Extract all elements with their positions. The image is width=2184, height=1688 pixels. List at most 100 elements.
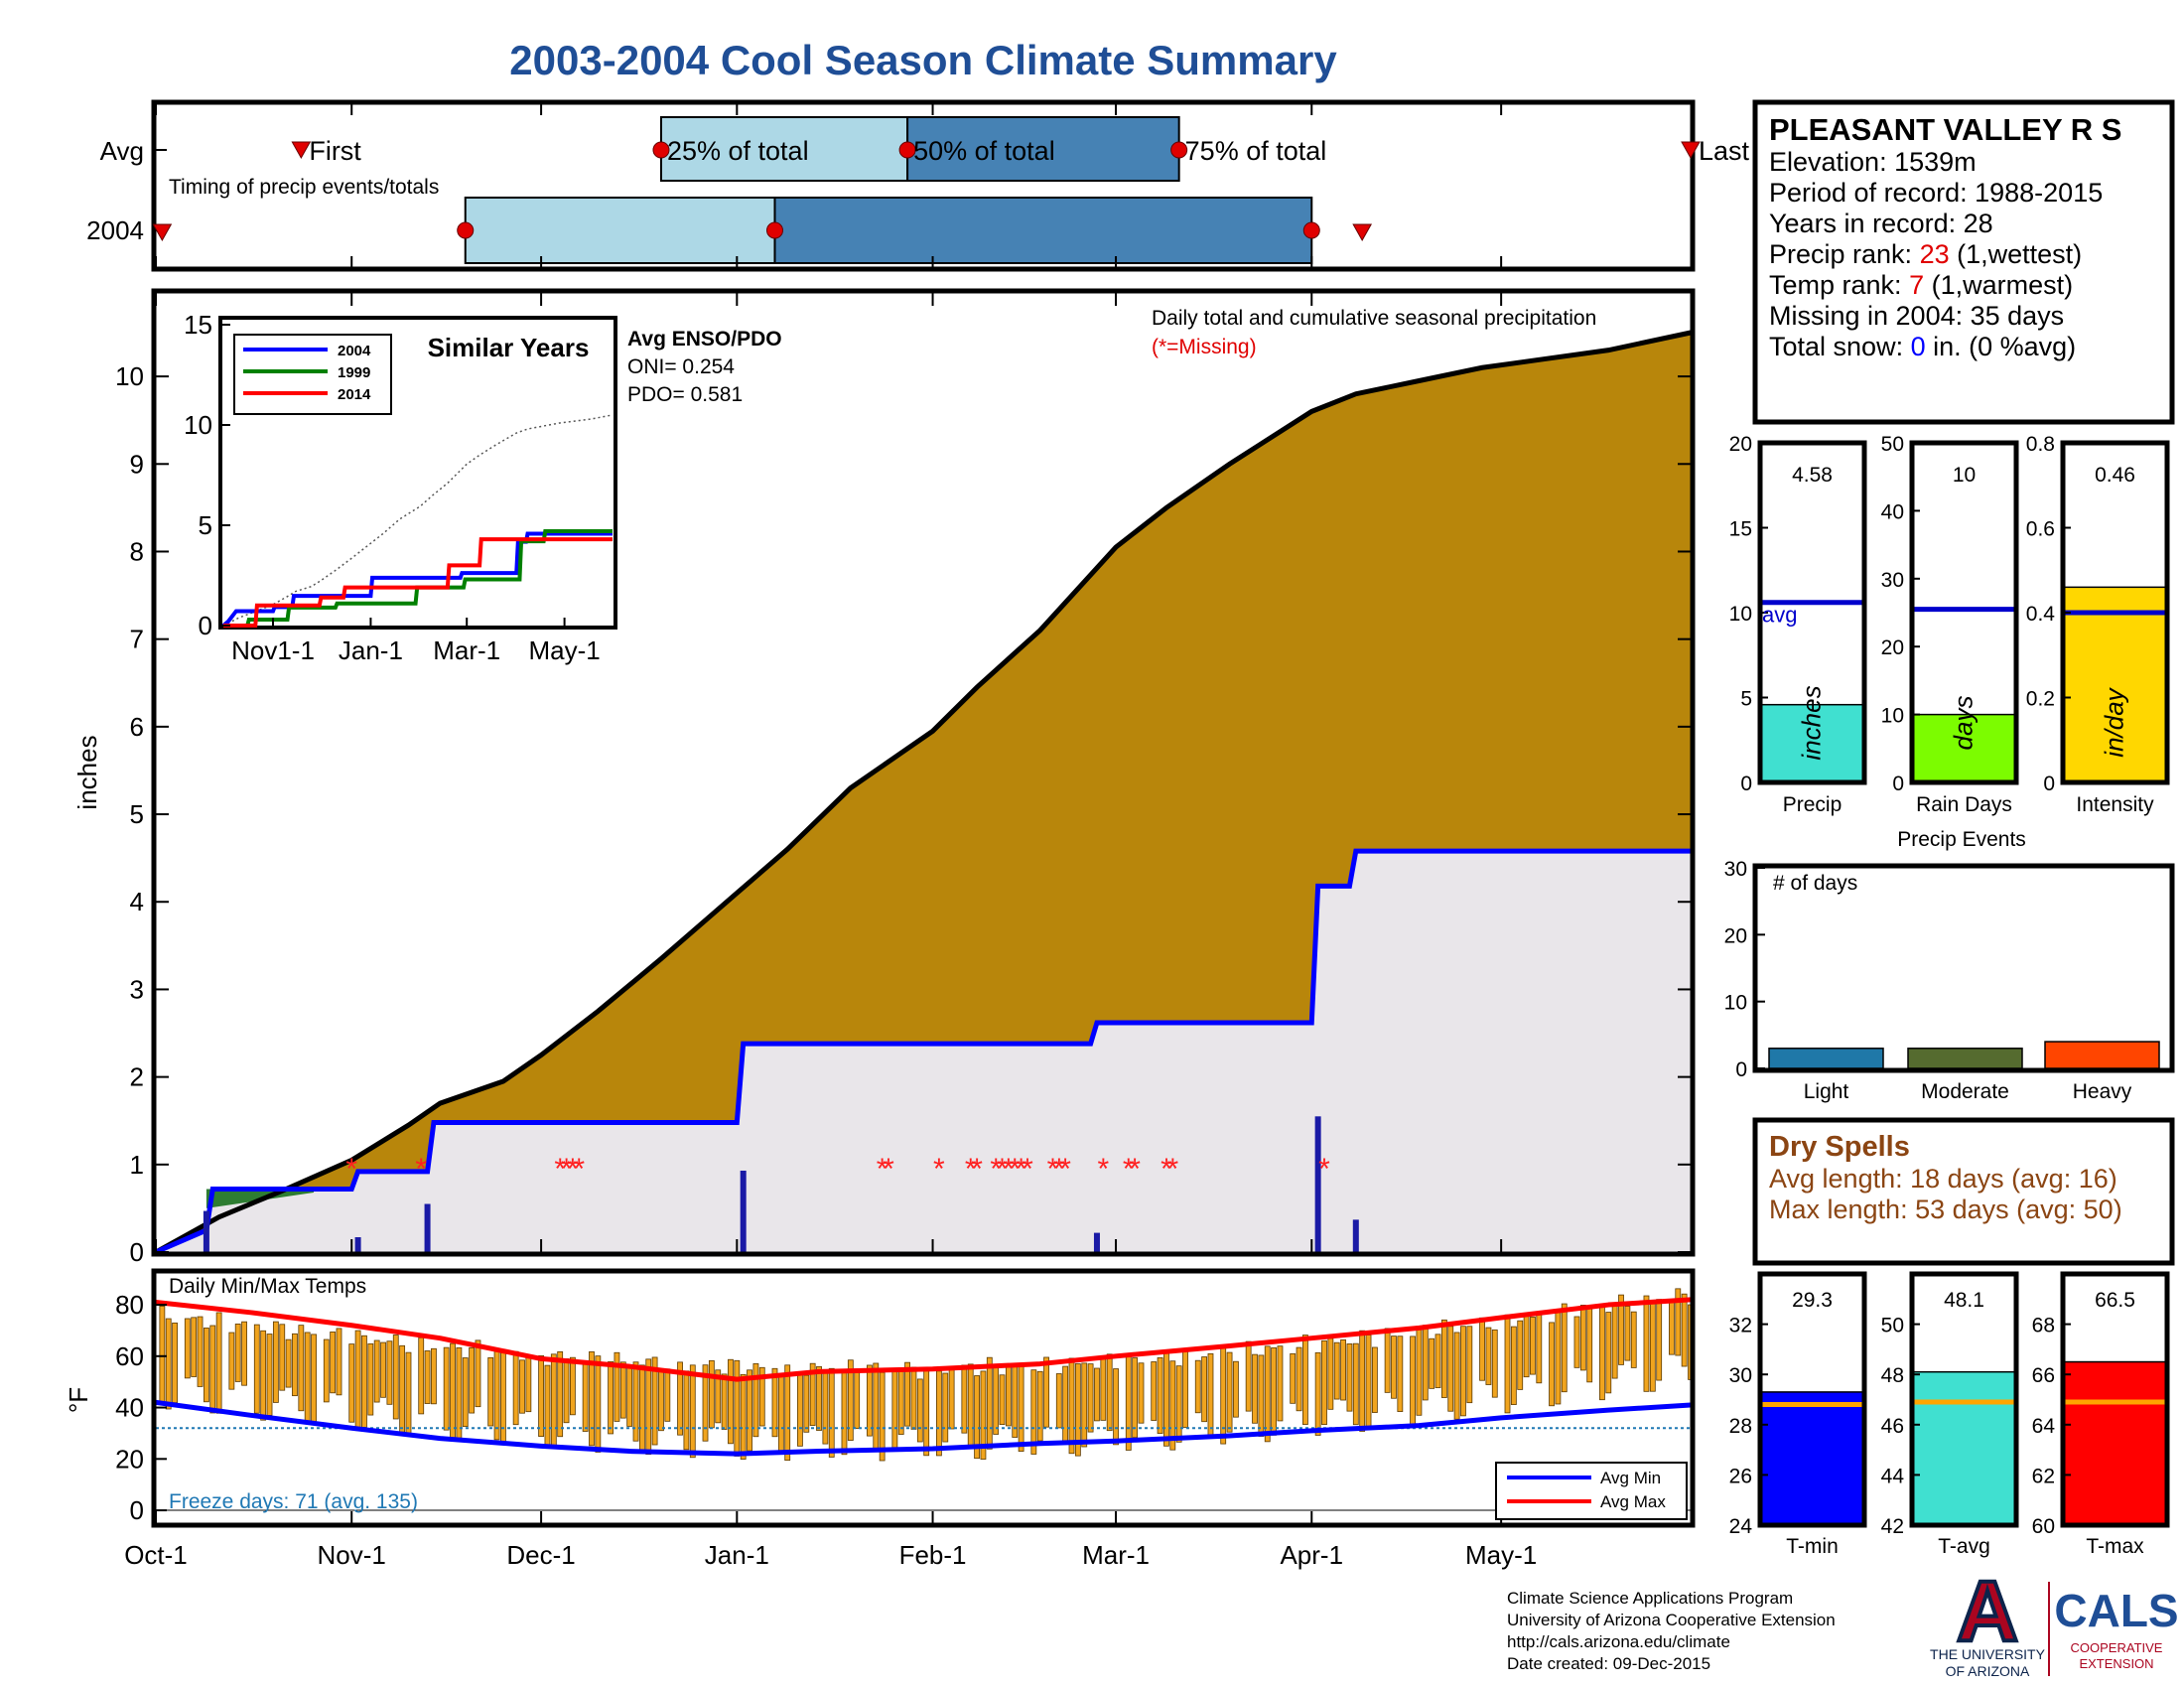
summary-unit-0: inches [1797, 685, 1827, 760]
events-label-2: Heavy [2073, 1080, 2132, 1103]
daily-temp-bar-39 [399, 1344, 406, 1433]
daily-temp-bar-216 [1517, 1320, 1524, 1390]
daily-temp-bar-143 [1055, 1373, 1062, 1429]
temp-value-1: 48.1 [1944, 1289, 1984, 1312]
daily-temp-bar-178 [1277, 1345, 1284, 1422]
missing-day-marker-1: * [415, 1153, 427, 1186]
dry-spells-panel: Dry Spells Avg length: 18 days (avg: 16)… [1752, 1117, 2175, 1266]
precip-ytick-7: 7 [130, 625, 144, 654]
inset-series-2014 [223, 537, 613, 628]
footer-line-2: University of Arizona Cooperative Extens… [1507, 1611, 1836, 1629]
daily-temp-bar-99 [777, 1375, 784, 1452]
daily-temp-bar-166 [1201, 1356, 1208, 1423]
daily-temp-bar-211 [1485, 1327, 1492, 1385]
daily-temp-bar-120 [910, 1366, 917, 1430]
daily-temp-bar-121 [916, 1378, 923, 1443]
dry-spells-title: Dry Spells [1769, 1131, 1910, 1163]
events-tick-0: 0 [1735, 1058, 1747, 1081]
station-snow: Total snow: 0 in. (0 %avg) [1769, 332, 2076, 361]
inset-ytick-0: 0 [199, 611, 212, 640]
summary-unit-1: days [1949, 696, 1979, 751]
events-tick-3: 30 [1724, 858, 1747, 881]
temp-bar-2 [2062, 1360, 2168, 1526]
summary-tick-0-4: 20 [1729, 433, 1752, 456]
events-bar-heavy [2044, 1041, 2160, 1069]
daily-temp-bar-208 [1466, 1326, 1473, 1404]
daily-temp-bar-232 [1618, 1294, 1624, 1365]
daily-temp-bar-35 [373, 1339, 380, 1403]
daily-temp-bar-227 [1586, 1307, 1593, 1383]
daily-temp-bar-219 [1536, 1312, 1543, 1384]
daily-temp-bar-204 [1440, 1319, 1447, 1398]
daily-precip-bar-4 [1093, 1232, 1100, 1252]
temps-legend: Avg Min Avg Max [1495, 1462, 1688, 1520]
temps-ytick-4: 80 [115, 1290, 144, 1320]
temp-label-0: T-min [1786, 1535, 1839, 1558]
summary-frame-1 [1909, 440, 2019, 785]
missing-day-marker-11: * [990, 1153, 1002, 1186]
daily-temp-bar-102 [797, 1373, 803, 1447]
missing-day-marker-23: * [1160, 1153, 1172, 1186]
daily-temp-bar-14 [241, 1321, 247, 1386]
cals-logo-line-2: EXTENSION [2079, 1656, 2153, 1671]
daily-temp-bar-176 [1264, 1345, 1271, 1443]
precip-frame [151, 288, 1696, 1257]
summary-tick-2-2: 0.4 [2026, 603, 2056, 626]
summary-value-2: 0.46 [2095, 464, 2135, 487]
year-cumulative-line [155, 848, 1691, 1255]
precip-y-axis: 0 1 2 3 4 5 6 7 8 9 10 [115, 291, 1693, 1267]
summary-tick-1-4: 40 [1881, 500, 1904, 523]
daily-temp-bar-81 [664, 1368, 671, 1422]
year-cumulative-area [156, 851, 1691, 1252]
daily-temp-bar-214 [1504, 1314, 1511, 1414]
avg-p75-label: 75% of total [1185, 136, 1327, 166]
missing-day-marker-16: * [1022, 1153, 1033, 1186]
summary-tick-1-0: 0 [1892, 773, 1904, 795]
daily-temp-bar-205 [1447, 1326, 1454, 1412]
precip-ytick-5: 5 [130, 799, 144, 829]
events-label-1: Moderate [1921, 1080, 2009, 1103]
missing-day-marker-14: * [1009, 1153, 1021, 1186]
daily-temp-bar-37 [386, 1340, 393, 1405]
daily-temp-bar-13 [234, 1324, 241, 1382]
daily-temp-bar-8 [203, 1328, 209, 1403]
temp-tick-2-0: 60 [2032, 1515, 2055, 1538]
daily-temp-bar-196 [1391, 1336, 1397, 1399]
daily-temp-bar-144 [1062, 1365, 1069, 1443]
daily-temp-bar-241 [1675, 1288, 1682, 1356]
avg-last-marker [1681, 141, 1701, 160]
daily-temp-bar-10 [215, 1312, 222, 1414]
daily-temp-bar-207 [1460, 1326, 1466, 1417]
station-precip-rank: Precip rank: 23 (1,wettest) [1769, 239, 2082, 269]
timing-frame [151, 99, 1696, 272]
missing-day-marker-19: * [1059, 1153, 1071, 1186]
daily-temp-bar-114 [873, 1362, 880, 1452]
temps-axes: 0 20 40 60 80 Oct-1 Nov-1 Dec-1 Jan-1 Feb-1 Mar-1 A… [115, 1290, 1537, 1570]
daily-temp-bar-161 [1169, 1360, 1176, 1451]
summary-unit-2: in/day [2100, 686, 2129, 757]
year-p50-marker [765, 221, 783, 239]
daily-temp-bar-105 [816, 1365, 822, 1431]
daily-temp-bar-132 [986, 1356, 993, 1450]
daily-temp-bar-210 [1479, 1317, 1485, 1381]
events-label-0: Light [1804, 1080, 1849, 1103]
daily-temp-bar-199 [1410, 1336, 1416, 1426]
missing-day-marker-17: * [1047, 1153, 1059, 1186]
daily-temp-bar-80 [658, 1370, 664, 1432]
daily-temp-bar-58 [519, 1359, 525, 1414]
daily-temp-bar-140 [1036, 1370, 1043, 1442]
daily-temp-bar-53 [487, 1356, 494, 1427]
daily-temp-bar-61 [538, 1354, 544, 1437]
inset-xtick-3: May-1 [528, 635, 600, 665]
daily-precip-bar-1 [354, 1237, 361, 1252]
daily-temp-bar-28 [330, 1332, 337, 1394]
missing-day-marker-3: * [561, 1153, 573, 1186]
daily-temp-bar-217 [1523, 1315, 1530, 1378]
enso-pdo: PDO= 0.581 [627, 383, 743, 406]
daily-temp-bar-96 [758, 1366, 765, 1427]
avg-first-marker [291, 141, 312, 160]
daily-temp-bar-27 [323, 1338, 330, 1403]
temp-tick-1-3: 48 [1881, 1364, 1904, 1387]
daily-temp-bar-222 [1555, 1309, 1562, 1405]
daily-temp-bar-7 [197, 1316, 204, 1387]
